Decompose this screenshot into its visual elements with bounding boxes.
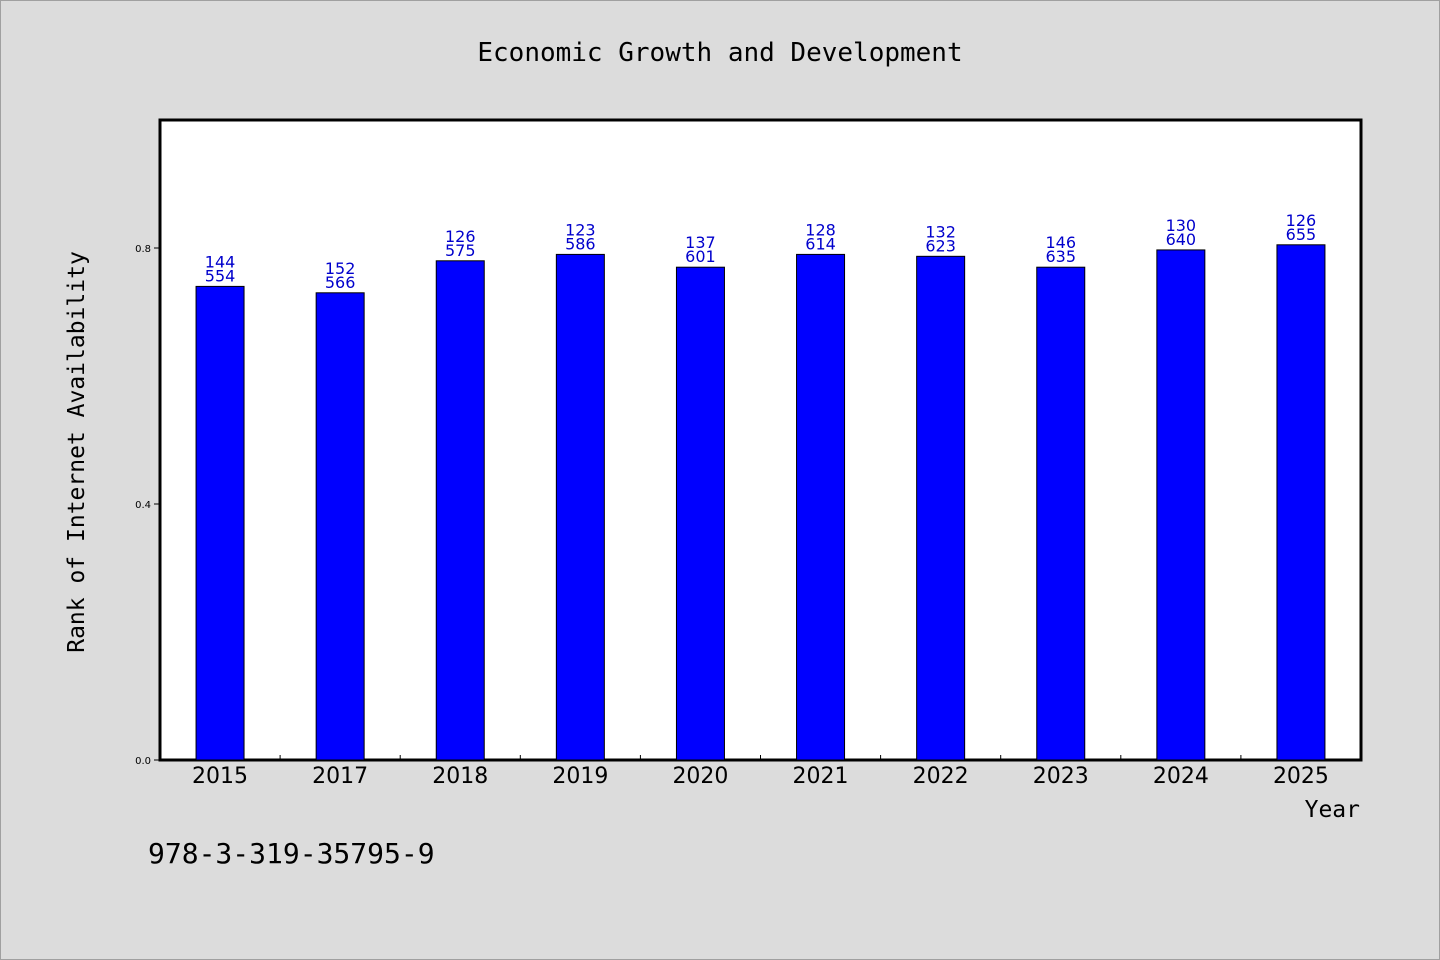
x-axis-ticks: 2015 2017 2018 2019 2020 2021 2022 2023 2024 2025 bbox=[192, 755, 1329, 789]
bar bbox=[555, 253, 605, 761]
bar-label-bottom: 635 bbox=[1045, 247, 1076, 266]
footer-code: 978-3-319-35795-9 bbox=[148, 837, 435, 870]
bar-label-bottom: 655 bbox=[1286, 225, 1317, 244]
bar-label-bottom: 586 bbox=[565, 234, 596, 253]
bar-label-bottom: 575 bbox=[445, 241, 476, 260]
bar bbox=[675, 266, 725, 761]
bar-label-top: 144 bbox=[205, 252, 236, 271]
x-tick-label: 2018 bbox=[432, 764, 488, 789]
bar-label-bottom: 554 bbox=[205, 266, 236, 285]
chart-title: Economic Growth and Development bbox=[477, 38, 962, 68]
x-axis-label: Year bbox=[1305, 797, 1360, 823]
bar-label-top: 123 bbox=[565, 220, 596, 239]
bar-label-top: 130 bbox=[1166, 216, 1197, 235]
x-tick-label: 2022 bbox=[913, 764, 969, 789]
bar-label-top: 126 bbox=[445, 227, 476, 246]
bar bbox=[315, 292, 365, 761]
bar-series bbox=[195, 244, 1326, 761]
x-tick-label: 2023 bbox=[1033, 764, 1089, 789]
bar-label-top: 132 bbox=[925, 222, 956, 241]
x-tick-label: 2015 bbox=[192, 764, 248, 789]
bar-label-bottom: 566 bbox=[325, 273, 356, 292]
bar-label-top: 137 bbox=[685, 233, 716, 252]
y-tick-label: 0.4 bbox=[135, 500, 151, 511]
x-tick-label: 2017 bbox=[312, 764, 368, 789]
bar-label-bottom: 623 bbox=[925, 236, 956, 255]
x-tick-label: 2020 bbox=[672, 764, 728, 789]
bar bbox=[1156, 249, 1206, 761]
y-tick-label: 0.0 bbox=[135, 756, 151, 767]
bar bbox=[1276, 244, 1326, 761]
bar-label-top: 126 bbox=[1286, 211, 1317, 230]
y-axis-ticks: 0.0 0.4 0.8 bbox=[135, 244, 160, 767]
bar bbox=[195, 285, 245, 761]
bar bbox=[1036, 266, 1086, 761]
x-tick-label: 2019 bbox=[552, 764, 608, 789]
x-tick-label: 2024 bbox=[1153, 764, 1209, 789]
y-tick-label: 0.8 bbox=[135, 244, 151, 255]
bar-label-top: 152 bbox=[325, 259, 356, 278]
bar-label-bottom: 601 bbox=[685, 247, 716, 266]
bar-label-bottom: 640 bbox=[1166, 230, 1197, 249]
bar-label-top: 146 bbox=[1045, 233, 1076, 252]
bar bbox=[796, 253, 846, 761]
bar-label-bottom: 614 bbox=[805, 234, 836, 253]
bar-label-top: 128 bbox=[805, 220, 836, 239]
y-axis-label: Rank of Internet Availability bbox=[64, 251, 90, 653]
bar bbox=[435, 260, 485, 761]
x-tick-label: 2025 bbox=[1273, 764, 1329, 789]
x-tick-label: 2021 bbox=[793, 764, 849, 789]
bar bbox=[916, 255, 966, 761]
